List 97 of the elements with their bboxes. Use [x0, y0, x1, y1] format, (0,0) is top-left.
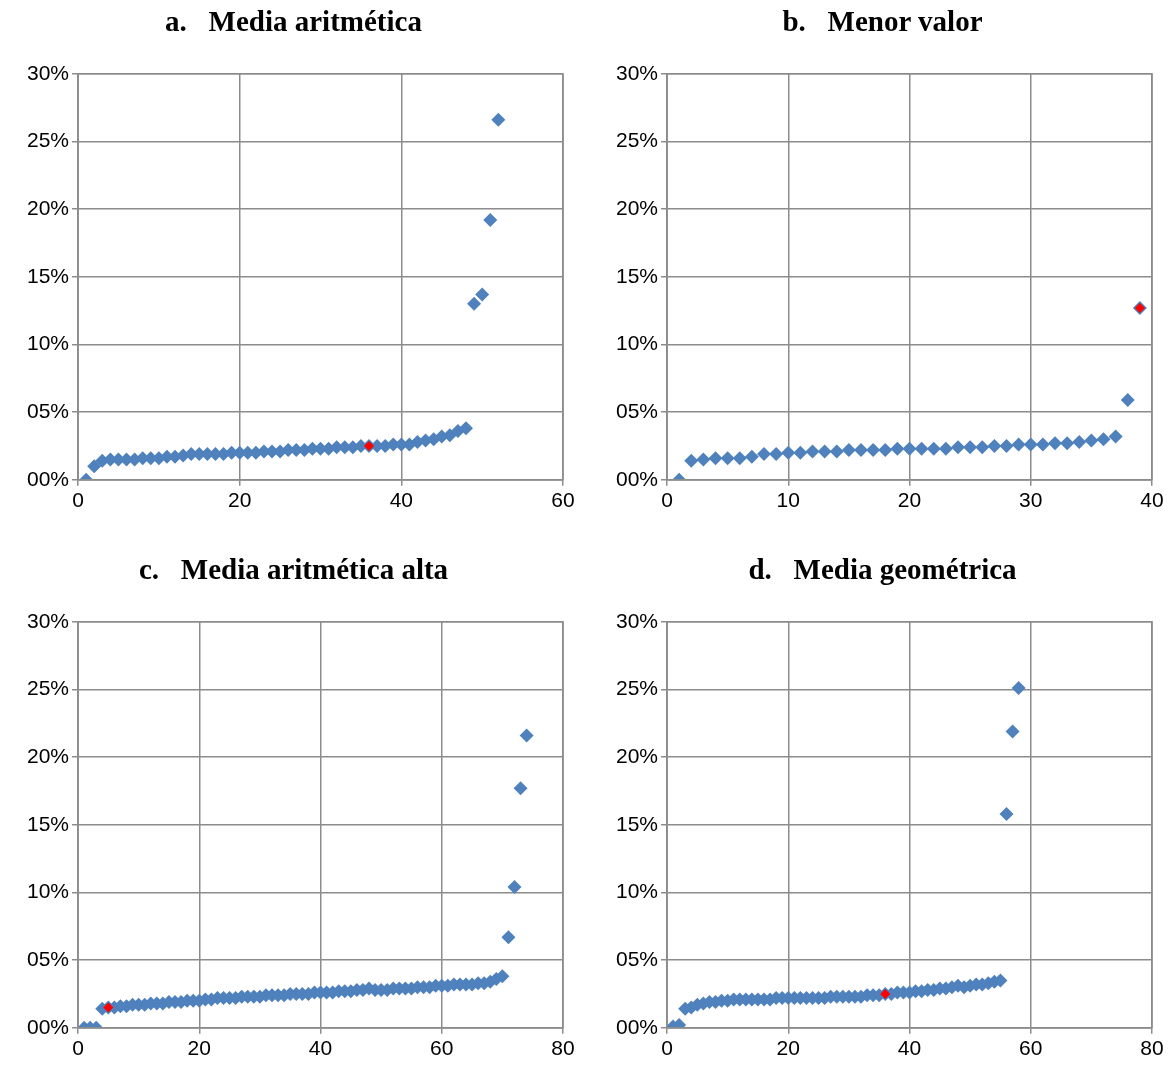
y-tick-label: 20% — [27, 743, 70, 767]
x-tick-label: 20 — [228, 488, 252, 512]
point — [483, 212, 498, 227]
x-tick-label: 0 — [72, 1036, 84, 1060]
point — [805, 444, 820, 459]
y-tick-label: 00% — [616, 1014, 659, 1038]
point — [757, 447, 772, 462]
point — [902, 441, 917, 456]
x-tick-label: 60 — [551, 488, 575, 512]
y-tick-label: 00% — [27, 1014, 70, 1038]
point — [744, 449, 759, 464]
x-tick-label: 0 — [72, 488, 84, 512]
point — [769, 447, 784, 462]
point — [1011, 681, 1026, 696]
y-tick-label: 00% — [27, 466, 70, 490]
point — [1120, 392, 1135, 407]
point — [963, 440, 978, 455]
y-tick-label: 10% — [27, 331, 70, 355]
point — [1072, 434, 1087, 449]
point — [1060, 436, 1075, 451]
chart-title: b. Menor valor — [782, 4, 983, 37]
point — [87, 459, 102, 474]
x-tick-label: 40 — [897, 1036, 922, 1060]
x-tick-label: 40 — [389, 488, 414, 512]
y-tick-label: 10% — [27, 879, 70, 903]
point — [951, 440, 966, 455]
point — [1005, 724, 1020, 739]
point — [938, 441, 953, 456]
y-tick-label: 30% — [27, 608, 70, 632]
x-tick-label: 80 — [551, 1036, 575, 1060]
x-tick-label: 60 — [1019, 1036, 1043, 1060]
point — [914, 441, 929, 456]
point — [926, 441, 941, 456]
point — [684, 453, 699, 468]
chart-title: d. Media geométrica — [748, 552, 1018, 585]
x-tick-label: 20 — [776, 1036, 800, 1060]
y-tick-label: 05% — [27, 946, 70, 970]
point — [1084, 433, 1099, 448]
y-tick-label: 00% — [616, 466, 659, 490]
point — [459, 421, 474, 436]
point — [720, 451, 735, 466]
x-tick-label: 40 — [1140, 488, 1164, 512]
y-tick-label: 30% — [616, 608, 659, 632]
x-tick-label: 40 — [308, 1036, 333, 1060]
y-tick-label: 05% — [616, 398, 659, 422]
y-tick-label: 10% — [616, 879, 659, 903]
y-tick-label: 15% — [616, 811, 659, 835]
y-tick-label: 15% — [27, 263, 70, 287]
point — [467, 296, 482, 311]
point — [1011, 437, 1026, 452]
x-tick-label: 0 — [661, 1036, 673, 1060]
y-tick-label: 05% — [616, 946, 659, 970]
point — [1023, 437, 1038, 452]
chart-title: a. Media aritmética — [165, 4, 423, 37]
point — [841, 443, 856, 458]
point — [696, 452, 711, 467]
point — [866, 443, 881, 458]
y-tick-label: 20% — [616, 743, 659, 767]
chart-title: c. Media aritmética alta — [138, 552, 449, 585]
x-tick-label: 10 — [776, 488, 800, 512]
point — [817, 444, 832, 459]
y-tick-label: 25% — [27, 676, 70, 700]
y-tick-label: 25% — [616, 128, 659, 152]
y-tick-label: 25% — [27, 128, 70, 152]
point — [999, 806, 1014, 821]
point — [1035, 437, 1050, 452]
point — [975, 440, 990, 455]
x-tick-label: 20 — [187, 1036, 211, 1060]
y-tick-label: 15% — [616, 263, 659, 287]
x-tick-label: 0 — [661, 488, 673, 512]
point — [987, 438, 1002, 453]
point — [1048, 436, 1063, 451]
point — [829, 444, 844, 459]
y-tick-label: 05% — [27, 398, 70, 422]
point — [878, 443, 893, 458]
x-tick-label: 80 — [1140, 1036, 1164, 1060]
x-tick-label: 60 — [430, 1036, 454, 1060]
point — [491, 112, 506, 127]
y-tick-label: 20% — [27, 195, 70, 219]
point — [708, 451, 723, 466]
point — [475, 287, 490, 302]
point — [781, 445, 796, 460]
y-tick-label: 25% — [616, 676, 659, 700]
y-tick-label: 10% — [616, 331, 659, 355]
point — [854, 443, 869, 458]
point — [793, 445, 808, 460]
point — [890, 441, 905, 456]
y-tick-label: 15% — [27, 811, 70, 835]
y-tick-label: 30% — [616, 60, 659, 84]
y-tick-label: 20% — [616, 195, 659, 219]
x-tick-label: 20 — [897, 488, 922, 512]
point — [999, 438, 1014, 453]
point — [1096, 432, 1111, 447]
y-tick-label: 30% — [27, 60, 70, 84]
point — [732, 451, 747, 466]
point — [1108, 429, 1123, 444]
x-tick-label: 30 — [1019, 488, 1043, 512]
